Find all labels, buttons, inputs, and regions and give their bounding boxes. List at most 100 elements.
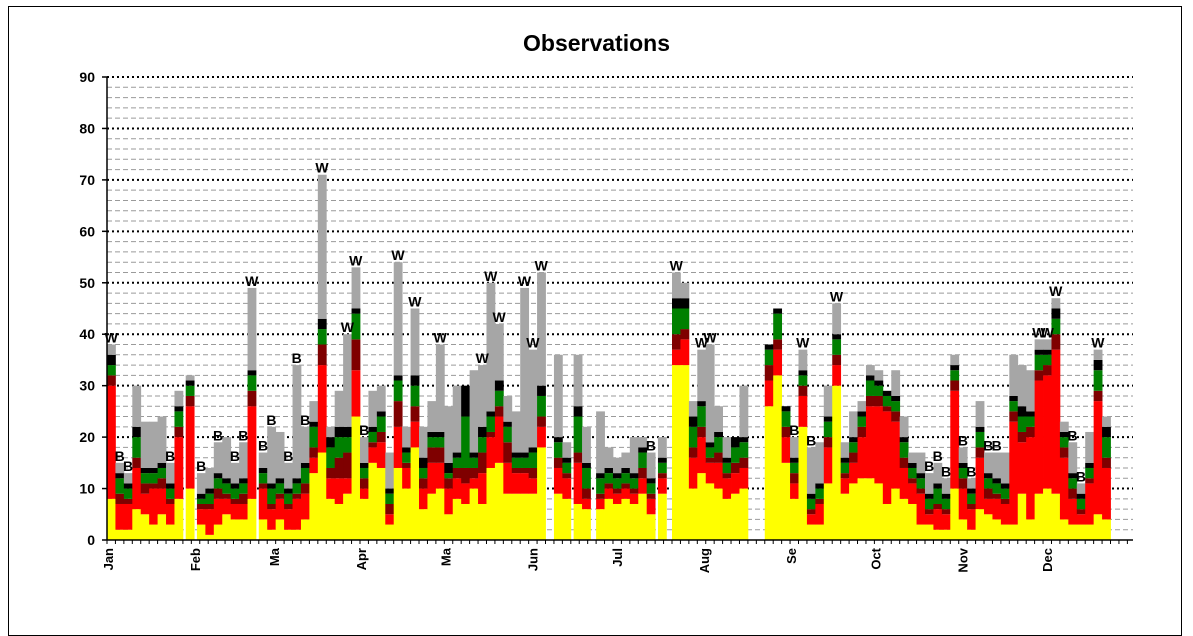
bar-segment-yellow [317,452,327,540]
bar-segment-red [196,509,206,525]
bar-segment-darkred [528,467,538,479]
bar-segment-gray [1051,298,1061,309]
bar-column [688,401,698,540]
bar-segment-green [157,467,167,479]
bar-segment-green [1085,467,1095,479]
bar-segment-darkred [941,509,951,515]
bar-segment-green [123,488,133,499]
bar-segment-red [612,493,622,504]
bar-segment-red [1068,498,1078,525]
bar-segment-gray [798,349,808,371]
bar-annotation-w: W [484,268,498,284]
bar-segment-gray [368,390,378,427]
bar-segment-yellow [185,488,195,540]
bar-segment-yellow [992,519,1002,540]
bar-segment-black [520,452,530,458]
bar-segment-gray [1085,431,1095,463]
bar-annotation-b: B [258,438,268,454]
bar-segment-black [258,467,268,474]
bar-annotation-w: W [408,294,422,310]
bar-annotation-b: B [924,458,934,474]
bar-segment-red [239,503,248,520]
bar-segment-black [992,478,1002,484]
bar-segment-red [975,457,985,510]
bar-segment-darkred [368,442,378,448]
bar-column [205,467,215,540]
bar-segment-black [958,462,968,468]
bar-segment-yellow [444,514,454,540]
bar-column [840,442,850,540]
bar-column [1017,365,1027,540]
bar-segment-black [840,457,850,463]
bar-segment-red [781,437,791,463]
bar-segment-gray [174,390,184,407]
bar-segment-darkred [486,431,496,438]
bar-column [486,282,496,540]
bar-segment-black [351,308,361,314]
bar-segment-yellow [722,498,732,540]
bar-column [992,452,1002,540]
bar-column [1068,442,1078,540]
bar-segment-green [469,457,479,468]
bar-segment-yellow [1059,519,1069,540]
bar-segment-darkred [230,498,240,504]
bar-segment-gray [351,267,361,309]
bar-segment-green [582,467,591,489]
bar-segment-green [528,452,538,468]
bar-column [213,442,223,540]
bar-segment-darkred [275,493,285,499]
bar-segment-gray [933,462,943,484]
bar-segment-red [790,483,799,499]
bar-segment-green [798,375,808,386]
bar-segment-black [638,447,648,453]
bar-segment-black [621,467,631,474]
bar-column [722,437,732,540]
bar-column [1026,370,1036,540]
bar-segment-green [646,483,656,494]
bar-segment-darkred [157,478,167,489]
bar-segment-green [984,478,993,489]
bar-column [528,349,538,540]
bar-column [924,473,934,540]
bar-column [166,462,175,540]
bar-segment-green [351,313,361,340]
bar-segment-green [596,478,605,494]
y-tick-labels: 0 10 20 30 40 50 60 70 80 90 [79,69,95,548]
bar-segment-black [1051,308,1061,319]
bar-segment-gray [410,308,420,376]
bar-segment-green [376,416,386,432]
bar-segment-black [444,462,454,474]
bar-segment-gray [992,452,1002,479]
bar-annotation-b: B [359,422,369,438]
bar-segment-black [494,380,504,391]
bar-segment-yellow [764,406,774,540]
bar-segment-yellow [638,493,648,540]
bar-segment-gray [123,473,133,484]
bar-segment-red [773,349,783,376]
bar-segment-gray [107,344,116,355]
bar-segment-darkred [511,467,521,474]
bar-segment-gray [317,174,327,319]
bar-annotation-w: W [105,330,119,346]
bar-column [764,344,774,540]
y-tick-label: 40 [79,326,95,342]
bar-segment-yellow [149,524,158,540]
bar-segment-black [924,493,934,499]
bar-segment-yellow [874,483,884,540]
bar-segment-green [343,437,352,453]
bar-segment-yellow [107,498,116,540]
bar-segment-black [230,483,240,489]
bar-annotation-b: B [789,422,799,438]
bar-segment-darkred [494,406,504,417]
bar-segment-black [326,437,336,448]
bar-segment-gray [857,401,867,412]
bar-column [857,401,867,540]
bar-segment-black [722,457,732,463]
bar-segment-yellow [1076,524,1086,540]
bar-segment-darkred [427,447,437,463]
bar-annotation-b: B [941,463,951,479]
bar-segment-black [975,426,985,432]
bar-segment-yellow [1068,524,1078,540]
bar-segment-darkred [196,503,206,510]
bar-annotation-w: W [1032,324,1046,340]
